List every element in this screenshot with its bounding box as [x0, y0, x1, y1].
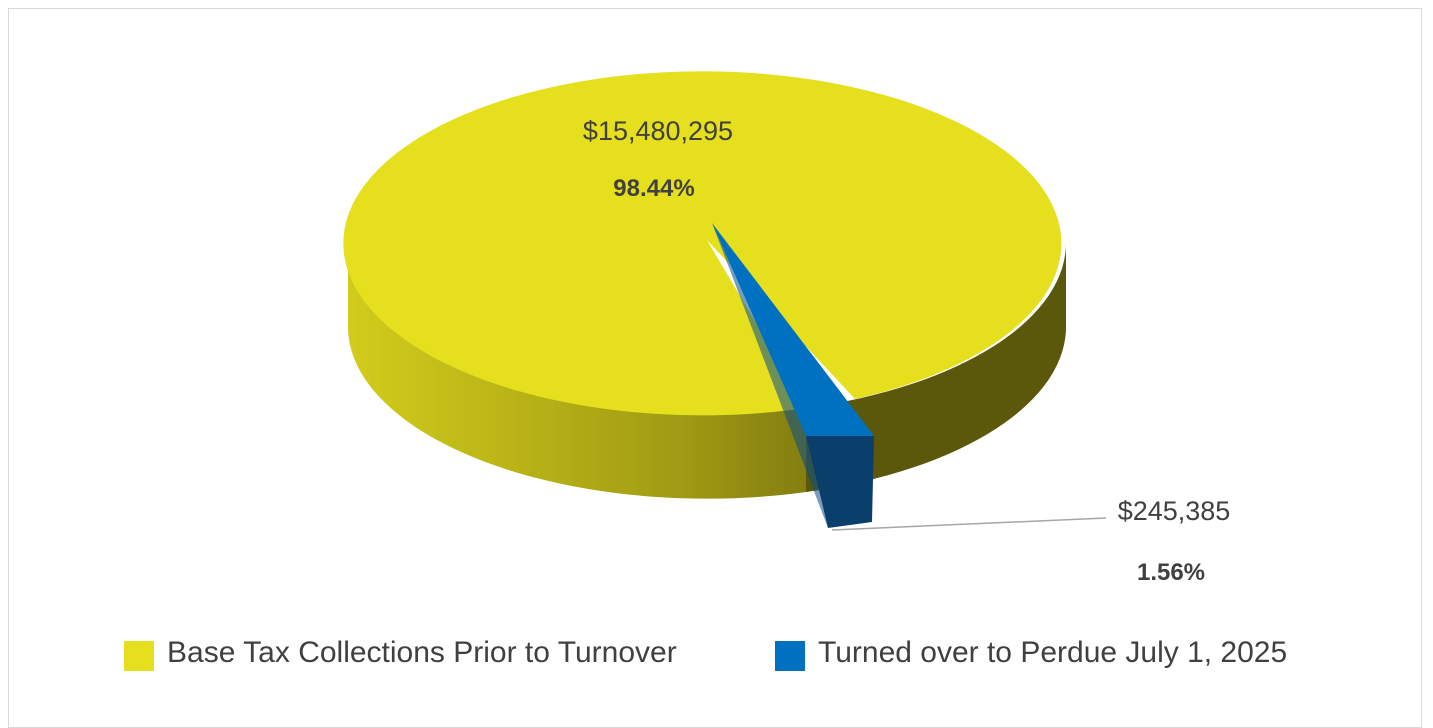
legend-label-base: Base Tax Collections Prior to Turnover [167, 636, 677, 669]
legend-swatch-base [124, 641, 154, 671]
legend-swatch-turnover [775, 641, 805, 671]
slice-turnover-top [712, 223, 874, 436]
pie-chart: $15,480,295 98.44% $245,385 1.56% Base T… [124, 71, 1287, 671]
slice-turnover-front [806, 436, 874, 528]
leader-line [831, 517, 1107, 531]
legend: Base Tax Collections Prior to Turnover T… [124, 636, 1287, 671]
data-label-value-turnover: $245,385 [1118, 496, 1231, 526]
slice-turnover-edge [712, 223, 828, 528]
slice-base-side [347, 240, 806, 499]
data-label-percent-turnover: 1.56% [1137, 559, 1205, 586]
legend-label-turnover: Turned over to Perdue July 1, 2025 [818, 636, 1287, 669]
slice-base-side-right [806, 240, 1067, 492]
data-label-percent-base: 98.44% [613, 175, 694, 202]
slice-base-top [343, 71, 1062, 416]
data-label-value-base: $15,480,295 [583, 116, 733, 146]
